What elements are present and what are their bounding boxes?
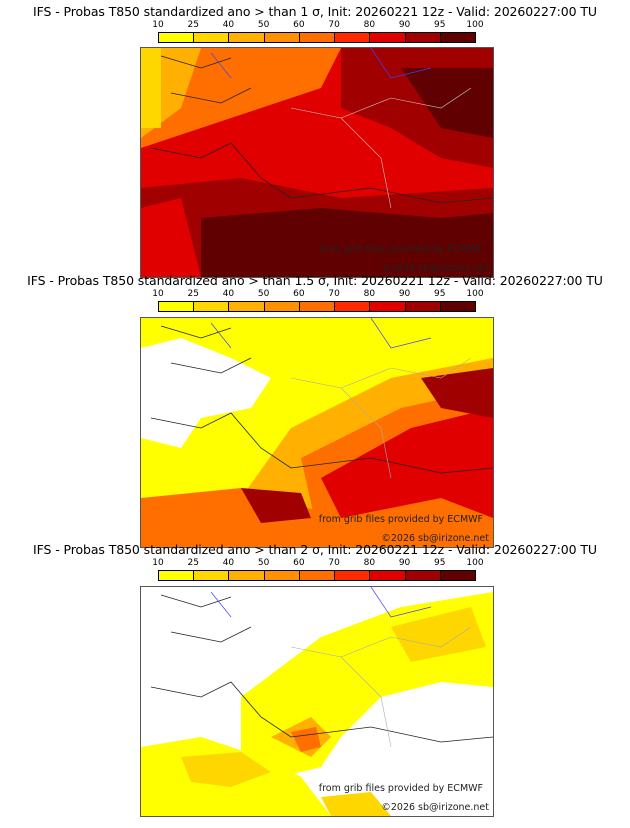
colorbar-segment bbox=[440, 571, 475, 580]
colorbar-segment bbox=[440, 33, 475, 42]
colorbar-segment bbox=[370, 571, 406, 580]
colorbar-tick-label: 25 bbox=[187, 558, 199, 568]
colorbar-segment bbox=[440, 302, 475, 311]
credit-copyright: ©2026 sb@irizone.net bbox=[381, 263, 489, 274]
map-field bbox=[141, 48, 493, 277]
colorbar-tick-label: 90 bbox=[398, 558, 411, 568]
map-2sigma[interactable]: from grib files provided by ECMWF ©2026 … bbox=[140, 586, 494, 817]
colorbar-tick-label: 40 bbox=[222, 289, 235, 299]
credit-copyright: ©2026 sb@irizone.net bbox=[381, 533, 489, 544]
colorbar-segment bbox=[335, 302, 371, 311]
colorbar-tick-label: 70 bbox=[328, 20, 340, 30]
colorbar bbox=[158, 32, 476, 43]
map-1-5sigma[interactable]: from grib files provided by ECMWF ©2026 … bbox=[140, 317, 494, 548]
colorbar-tick-label: 25 bbox=[187, 289, 199, 299]
colorbar-labels: 10 25 40 50 60 70 80 90 95 100 bbox=[152, 558, 483, 569]
colorbar-tick-label: 50 bbox=[257, 20, 270, 30]
colorbar-segment bbox=[264, 302, 300, 311]
colorbar-labels: 10 25 40 50 60 70 80 90 95 100 bbox=[152, 20, 483, 31]
credit-source: from grib files provided by ECMWF bbox=[318, 514, 483, 525]
colorbar-tick-label: 60 bbox=[293, 20, 305, 30]
colorbar-segment bbox=[159, 33, 195, 42]
colorbar-segment bbox=[229, 33, 265, 42]
panel-1sigma: IFS - Probas T850 standardized ano > tha… bbox=[0, 4, 630, 278]
colorbar bbox=[158, 570, 476, 581]
colorbar-segment bbox=[229, 571, 265, 580]
map-1sigma[interactable]: from grib files provided by ECMWF ©2026 … bbox=[140, 47, 494, 278]
map-field bbox=[141, 318, 493, 547]
credit-source: from grib files provided by ECMWF bbox=[318, 244, 483, 255]
colorbar-tick-label: 80 bbox=[363, 558, 376, 568]
colorbar-segment bbox=[299, 571, 336, 580]
colorbar-segment bbox=[264, 571, 300, 580]
colorbar-labels: 10 25 40 50 60 70 80 90 95 100 bbox=[152, 289, 483, 300]
colorbar bbox=[158, 301, 476, 312]
colorbar-tick-label: 60 bbox=[293, 558, 305, 568]
panel-title: IFS - Probas T850 standardized ano > tha… bbox=[33, 4, 597, 19]
colorbar-tick-label: 10 bbox=[152, 20, 164, 30]
colorbar-tick-label: 70 bbox=[328, 558, 340, 568]
colorbar-tick-label: 90 bbox=[398, 289, 411, 299]
colorbar-tick-label: 100 bbox=[466, 20, 484, 30]
colorbar-tick-label: 40 bbox=[222, 20, 235, 30]
colorbar-tick-label: 50 bbox=[257, 289, 270, 299]
colorbar-tick-label: 95 bbox=[434, 558, 446, 568]
colorbar-tick-label: 50 bbox=[257, 558, 270, 568]
panel-1-5sigma: IFS - Probas T850 standardized ano > tha… bbox=[0, 273, 630, 548]
colorbar-tick-label: 80 bbox=[363, 20, 376, 30]
colorbar-tick-label: 90 bbox=[398, 20, 411, 30]
colorbar-tick-label: 40 bbox=[222, 558, 235, 568]
credit-copyright: ©2026 sb@irizone.net bbox=[381, 802, 489, 813]
colorbar-tick-label: 100 bbox=[466, 289, 484, 299]
colorbar-tick-label: 95 bbox=[434, 289, 446, 299]
colorbar-segment bbox=[370, 302, 406, 311]
colorbar-segment bbox=[405, 302, 441, 311]
colorbar-segment bbox=[405, 571, 441, 580]
colorbar-segment bbox=[405, 33, 441, 42]
panel-title: IFS - Probas T850 standardized ano > tha… bbox=[33, 542, 597, 557]
colorbar-tick-label: 95 bbox=[434, 20, 446, 30]
colorbar-segment bbox=[299, 33, 336, 42]
colorbar-segment bbox=[194, 571, 230, 580]
colorbar-segment bbox=[159, 302, 195, 311]
panel-2sigma: IFS - Probas T850 standardized ano > tha… bbox=[0, 542, 630, 817]
panel-title: IFS - Probas T850 standardized ano > tha… bbox=[27, 273, 603, 288]
colorbar-tick-label: 10 bbox=[152, 289, 164, 299]
colorbar-segment bbox=[299, 302, 336, 311]
colorbar-tick-label: 10 bbox=[152, 558, 164, 568]
colorbar-tick-label: 70 bbox=[328, 289, 340, 299]
colorbar-tick-label: 60 bbox=[293, 289, 305, 299]
colorbar-segment bbox=[335, 571, 371, 580]
colorbar-segment bbox=[264, 33, 300, 42]
colorbar-segment bbox=[194, 302, 230, 311]
colorbar-tick-label: 25 bbox=[187, 20, 199, 30]
colorbar-segment bbox=[159, 571, 195, 580]
colorbar-segment bbox=[229, 302, 265, 311]
colorbar-segment bbox=[335, 33, 371, 42]
map-field bbox=[141, 587, 493, 816]
credit-source: from grib files provided by ECMWF bbox=[318, 783, 483, 794]
colorbar-segment bbox=[194, 33, 230, 42]
colorbar-segment bbox=[370, 33, 406, 42]
colorbar-tick-label: 80 bbox=[363, 289, 376, 299]
colorbar-tick-label: 100 bbox=[466, 558, 484, 568]
